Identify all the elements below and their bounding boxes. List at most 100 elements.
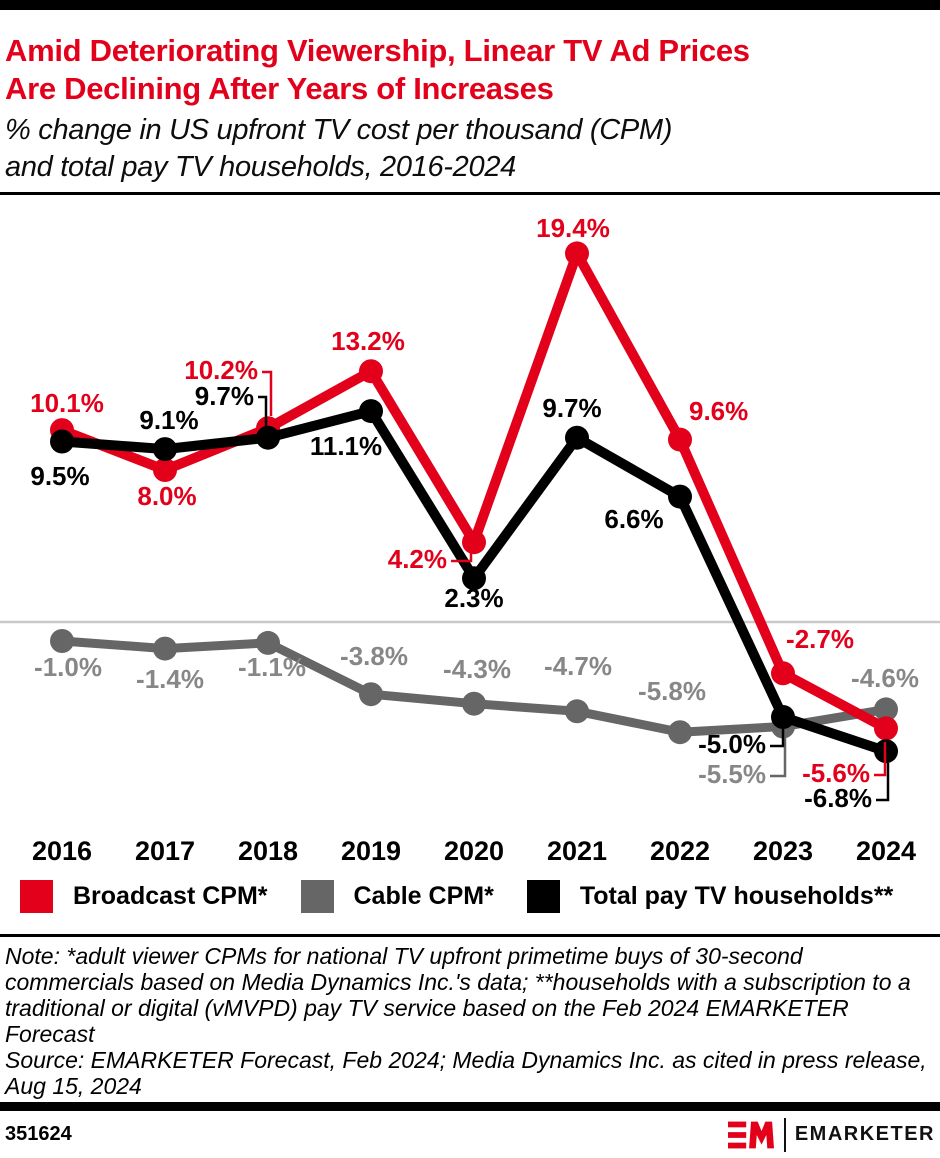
legend-label-broadcast-cpm: Broadcast CPM* — [73, 882, 268, 910]
page-title: Amid Deteriorating Viewership, Linear TV… — [0, 10, 940, 108]
data-point-pay-tv-households-2021 — [565, 425, 589, 450]
data-point-broadcast-cpm-2019 — [359, 359, 383, 384]
data-point-pay-tv-households-2020 — [462, 566, 486, 591]
chart-id: 351624 — [5, 1123, 72, 1145]
data-label-pay-tv-households-2017: 9.1% — [139, 405, 198, 435]
notes-block: Note: *adult viewer CPMs for national TV… — [0, 937, 940, 1099]
label-leader-cable-cpm-2023 — [770, 737, 787, 778]
notes-divider-rule — [0, 934, 940, 937]
header-divider-rule — [0, 192, 940, 195]
chart-legend: Broadcast CPM* Cable CPM* Total pay TV h… — [0, 880, 940, 913]
data-point-broadcast-cpm-2023 — [771, 661, 795, 686]
cable-cpm-swatch — [300, 880, 334, 913]
data-label-broadcast-cpm-2019: 13.2% — [331, 326, 405, 356]
page-title-line-2: Are Declining After Years of Increases — [5, 71, 554, 106]
data-label-cable-cpm-2017: -1.4% — [136, 664, 204, 694]
note-line: commercials based on Media Dynamics Inc.… — [5, 969, 911, 995]
data-point-broadcast-cpm-2017 — [153, 458, 177, 482]
logo-divider — [783, 1117, 786, 1152]
data-label-cable-cpm-2022: -5.8% — [638, 676, 706, 706]
data-label-pay-tv-households-2019: 11.1% — [310, 431, 382, 461]
brand-name: EMARKETER — [794, 1123, 935, 1145]
legend-item-broadcast-cpm: Broadcast CPM* — [20, 880, 268, 913]
emarketer-logo: EMARKETER — [727, 1117, 935, 1152]
data-point-pay-tv-households-2019 — [359, 399, 383, 424]
x-axis-label-2021: 2021 — [547, 836, 607, 866]
x-axis-label-2016: 2016 — [32, 836, 92, 866]
data-point-cable-cpm-2022 — [668, 720, 692, 745]
x-axis-label-2022: 2022 — [650, 836, 710, 866]
legend-item-cable-cpm: Cable CPM* — [300, 880, 494, 913]
x-axis-label-2024: 2024 — [856, 836, 916, 866]
broadcast-cpm-swatch — [20, 880, 53, 913]
data-label-broadcast-cpm-2023: -2.7% — [786, 624, 854, 654]
data-label-cable-cpm-2023: -5.5% — [698, 759, 766, 789]
label-leader-pay-tv-households-2023 — [770, 725, 785, 748]
data-label-cable-cpm-2024: -4.6% — [851, 663, 919, 693]
pay-tv-households-swatch — [526, 880, 560, 913]
emarketer-logo-mark-icon — [727, 1121, 774, 1148]
data-label-broadcast-cpm-2024: -5.6% — [802, 758, 870, 788]
x-axis-label-2020: 2020 — [444, 836, 504, 866]
page-title-line-1: Amid Deteriorating Viewership, Linear TV… — [5, 33, 750, 68]
data-point-pay-tv-households-2023 — [771, 705, 795, 729]
top-black-bar — [0, 0, 940, 10]
data-point-broadcast-cpm-2021 — [565, 241, 589, 266]
label-leader-broadcast-cpm-2018 — [262, 370, 273, 416]
legend-item-pay-tv-households: Total pay TV households** — [526, 880, 894, 913]
chart-subtitle-line-1: % change in US upfront TV cost per thous… — [5, 114, 673, 146]
chart-subtitle-line-2: and total pay TV households, 2016-2024 — [5, 151, 516, 183]
data-point-cable-cpm-2017 — [153, 636, 177, 661]
data-point-cable-cpm-2018 — [256, 630, 280, 655]
label-leader-pay-tv-households-2018 — [258, 395, 268, 428]
note-line: Forecast — [5, 1021, 95, 1047]
chart-header: Amid Deteriorating Viewership, Linear TV… — [0, 10, 940, 186]
x-axis-label-2018: 2018 — [238, 836, 298, 866]
data-label-cable-cpm-2018: -1.1% — [238, 652, 306, 682]
data-label-pay-tv-households-2018: 9.7% — [195, 381, 254, 411]
data-label-pay-tv-households-2022: 6.6% — [604, 504, 663, 534]
data-label-cable-cpm-2021: -4.7% — [544, 651, 612, 681]
bottom-black-bar — [0, 1102, 940, 1111]
data-point-broadcast-cpm-2024 — [874, 716, 898, 741]
data-point-cable-cpm-2019 — [359, 682, 383, 707]
data-label-cable-cpm-2019: -3.8% — [340, 641, 408, 671]
data-point-cable-cpm-2016 — [50, 629, 74, 653]
legend-label-cable-cpm: Cable CPM* — [353, 882, 494, 910]
data-point-pay-tv-households-2017 — [153, 437, 177, 462]
chart-subtitle: % change in US upfront TV cost per thous… — [0, 112, 940, 186]
data-label-pay-tv-households-2024: -6.8% — [804, 783, 872, 813]
data-label-broadcast-cpm-2021: 19.4% — [536, 213, 610, 243]
data-point-pay-tv-households-2016 — [50, 429, 74, 454]
data-label-cable-cpm-2016: -1.0% — [34, 652, 102, 682]
x-axis-label-2019: 2019 — [341, 836, 401, 866]
data-point-cable-cpm-2024 — [874, 697, 898, 722]
data-label-broadcast-cpm-2017: 8.0% — [137, 481, 196, 511]
x-axis-label-2023: 2023 — [753, 836, 813, 866]
line-chart: -1.0% -1.4% -1.1% -3.8% -4.3% -4.7% -5.8% -5.5%… — [0, 213, 940, 866]
note-line: Note: *adult viewer CPMs for national TV… — [5, 943, 803, 969]
data-label-broadcast-cpm-2016: 10.1% — [30, 388, 104, 418]
data-point-pay-tv-households-2018 — [256, 425, 280, 450]
data-label-broadcast-cpm-2020: 4.2% — [388, 544, 447, 574]
data-label-broadcast-cpm-2018: 10.2% — [184, 355, 258, 385]
label-leader-broadcast-cpm-2024 — [874, 742, 887, 777]
data-label-pay-tv-households-2020: 2.3% — [444, 583, 503, 613]
data-point-pay-tv-households-2022 — [668, 484, 692, 509]
data-label-pay-tv-households-2016: 9.5% — [30, 461, 89, 491]
data-label-broadcast-cpm-2022: 9.6% — [689, 396, 748, 426]
footer: 351624 EMARKETER — [0, 1111, 940, 1158]
legend-label-pay-tv-households: Total pay TV households** — [579, 882, 894, 910]
data-label-cable-cpm-2020: -4.3% — [443, 654, 511, 684]
x-axis-label-2017: 2017 — [135, 836, 195, 866]
label-leader-pay-tv-households-2024 — [876, 763, 890, 802]
data-label-pay-tv-households-2023: -5.0% — [698, 729, 766, 759]
data-point-cable-cpm-2020 — [462, 691, 486, 716]
data-point-broadcast-cpm-2022 — [668, 427, 692, 452]
data-point-cable-cpm-2021 — [565, 699, 589, 724]
note-line: traditional or digital (vMVPD) pay TV se… — [5, 995, 849, 1021]
data-label-pay-tv-households-2021: 9.7% — [542, 393, 601, 423]
source-line: Aug 15, 2024 — [5, 1073, 142, 1099]
data-point-broadcast-cpm-2020 — [462, 530, 486, 555]
source-line: Source: EMARKETER Forecast, Feb 2024; Me… — [5, 1047, 927, 1073]
